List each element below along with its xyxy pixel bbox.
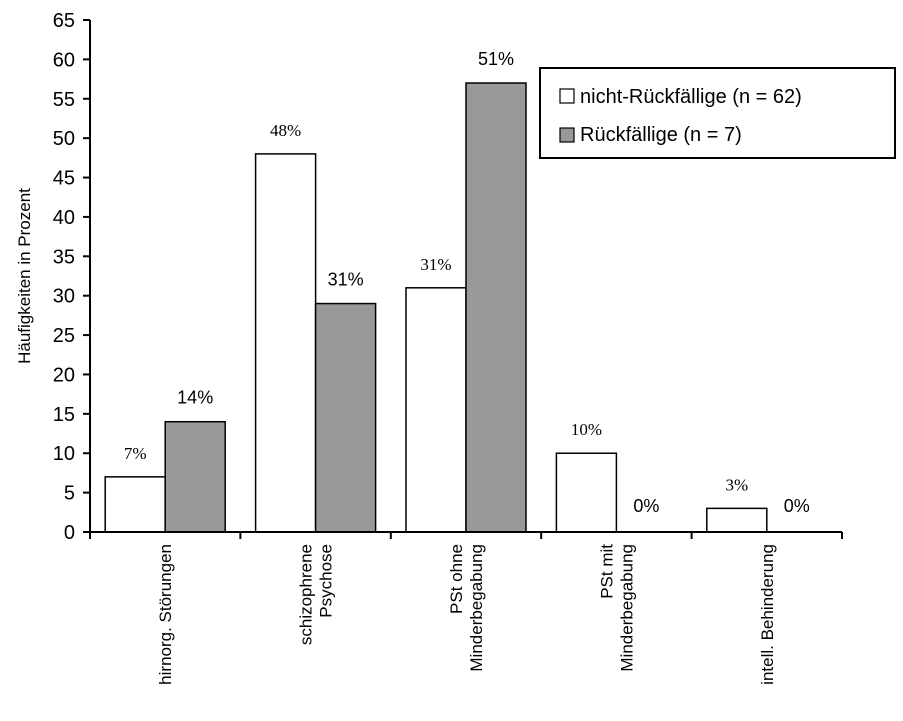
- x-tick-label-group: PSt ohne Minderbegabung: [447, 544, 486, 672]
- data-label: 31%: [420, 255, 451, 274]
- bars-layer: [104, 82, 768, 533]
- data-label: 10%: [571, 420, 602, 439]
- x-tick-label: hirnorg. Störungen: [156, 544, 175, 685]
- x-tick-label: PSt mit: [597, 544, 616, 599]
- legend-label-rueckfaellige: Rückfällige (n = 7): [580, 124, 742, 146]
- x-tick-label: PSt ohne: [447, 544, 466, 614]
- bar-nicht-rueckfaellige: [706, 507, 768, 533]
- y-tick-label: 20: [53, 364, 75, 386]
- y-tick-label: 15: [53, 404, 75, 426]
- data-label: 3%: [725, 475, 748, 494]
- y-tick-label: 10: [53, 443, 75, 465]
- y-tick-label: 0: [64, 522, 75, 544]
- y-axis-label: Häufigkeiten in Prozent: [15, 188, 34, 364]
- x-tick-label: schizophrene: [297, 544, 316, 645]
- x-tick-label-group: PSt mit Minderbegabung: [597, 544, 636, 672]
- data-label: 48%: [270, 121, 301, 140]
- legend-swatch-rueckfaellige: [559, 127, 575, 143]
- x-tick-label: Minderbegabung: [467, 544, 486, 672]
- x-tick-label: Minderbegabung: [617, 544, 636, 672]
- legend-label-nicht-rueckfaellige: nicht-Rückfällige (n = 62): [580, 86, 802, 108]
- data-label: 0%: [784, 496, 810, 516]
- bar-nicht-rueckfaellige: [104, 476, 166, 533]
- bar-rueckfaellige: [314, 302, 377, 533]
- x-tick-label-group: schizophrene Psychose: [297, 544, 336, 645]
- x-tick-label-group: hirnorg. Störungen: [156, 544, 175, 685]
- bar-rueckfaellige: [465, 82, 527, 533]
- y-tick-label: 25: [53, 325, 75, 347]
- data-label: 0%: [633, 496, 659, 516]
- bar-rueckfaellige: [164, 420, 226, 533]
- y-tick-label: 45: [53, 168, 75, 190]
- data-label: 14%: [177, 388, 213, 408]
- y-tick-label: 5: [64, 483, 75, 505]
- y-tick-label: 60: [53, 49, 75, 71]
- data-label: 51%: [478, 49, 514, 69]
- y-tick-label: 50: [53, 128, 75, 150]
- y-tick-label: 35: [53, 246, 75, 268]
- data-label: 7%: [124, 444, 147, 463]
- y-tick-label: 55: [53, 89, 75, 111]
- bar-nicht-rueckfaellige: [254, 153, 317, 533]
- bar-nicht-rueckfaellige: [555, 452, 618, 533]
- y-tick-label: 30: [53, 286, 75, 308]
- x-ticks-layer: hirnorg. Störungen schizophrene Psychose PS…: [89, 532, 843, 685]
- y-tick-label: 40: [53, 207, 75, 229]
- data-labels-layer: 7% 48% 31% 10% 3% 14% 31% 51% 0% 0%: [124, 49, 810, 516]
- legend-box: [539, 67, 896, 159]
- x-tick-label: Psychose: [317, 544, 336, 618]
- y-ticks-layer: 0 5 10 15 20 25 30 35 40 45 50 55 60 65: [53, 10, 90, 544]
- x-tick-label-group: intell. Behinderung: [758, 544, 777, 685]
- y-tick-label: 65: [53, 10, 75, 32]
- legend: nicht-Rückfällige (n = 62) Rückfällige (…: [539, 67, 896, 159]
- x-tick-label: intell. Behinderung: [758, 544, 777, 685]
- legend-swatch-nicht-rueckfaellige: [559, 88, 575, 104]
- bar-nicht-rueckfaellige: [405, 287, 467, 533]
- data-label: 31%: [328, 270, 364, 290]
